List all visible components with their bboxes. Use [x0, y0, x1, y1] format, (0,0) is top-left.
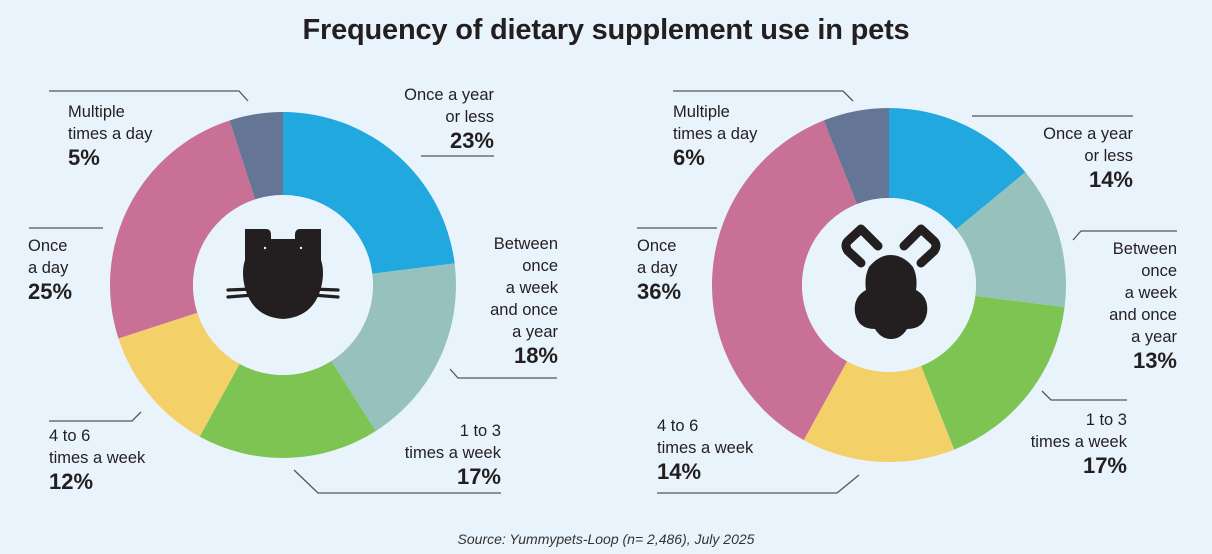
label-dog-multiple: Multiple times a day 6% — [673, 101, 757, 171]
source-note: Source: Yummypets-Loop (n= 2,486), July … — [457, 531, 755, 547]
label-cat-4to6: 4 to 6 times a week 12% — [49, 425, 145, 495]
label-text: 1 to 3 — [1085, 411, 1127, 429]
label-text: or less — [445, 108, 494, 126]
label-text: Between — [1112, 240, 1177, 258]
label-dog-1to3: 1 to 3 times a week 17% — [986, 409, 1127, 479]
cat-slice-once-a-day — [109, 120, 256, 339]
label-text: 4 to 6 — [657, 417, 699, 435]
label-text: Once a year — [404, 86, 494, 104]
label-percent: 12% — [49, 469, 94, 494]
leader-line-dog-multiple — [673, 90, 854, 102]
label-text: and once — [1109, 306, 1177, 324]
leader-line-cat-multiple — [49, 90, 249, 102]
label-dog-once-day: Once a day 36% — [637, 235, 681, 305]
leader-line-dog-4to6 — [657, 474, 860, 494]
label-cat-1to3: 1 to 3 times a week 17% — [360, 420, 501, 490]
cat-leader-lines — [29, 90, 557, 494]
cat-slice-between-week-and-year — [331, 263, 456, 432]
label-text: Once a year — [1043, 125, 1133, 143]
dog-slice-multiple-times-a-day — [823, 108, 889, 205]
label-text: Once — [637, 237, 677, 255]
label-percent: 23% — [449, 128, 494, 153]
dog-leader-lines — [637, 90, 1177, 494]
label-text: and once — [490, 301, 558, 319]
leader-line-dog-between — [1072, 230, 1177, 241]
label-text: times a week — [1030, 433, 1127, 451]
label-percent: 6% — [673, 145, 705, 170]
label-text: 1 to 3 — [459, 422, 501, 440]
cat-icon — [226, 229, 340, 319]
cat-slice-1-to-3-times-a-week — [199, 360, 376, 458]
label-percent: 17% — [456, 464, 501, 489]
label-text: Between — [493, 235, 558, 253]
label-percent: 17% — [1082, 453, 1127, 478]
label-text: a week — [1124, 284, 1177, 302]
label-percent: 14% — [1088, 167, 1133, 192]
dog-slice-1-to-3-times-a-week — [921, 295, 1065, 450]
label-text: once — [1141, 262, 1177, 280]
cat-slice-4-to-6-times-a-week — [118, 312, 240, 437]
label-text: times a day — [673, 125, 758, 143]
label-text: times a day — [68, 125, 153, 143]
label-text: Once — [28, 237, 68, 255]
label-percent: 14% — [657, 459, 702, 484]
label-text: a year — [1131, 328, 1177, 346]
label-text: Multiple — [68, 103, 125, 121]
label-dog-4to6: 4 to 6 times a week 14% — [657, 415, 753, 485]
leader-line-cat-1to3 — [293, 469, 501, 494]
label-percent: 18% — [513, 343, 558, 368]
label-cat-year: Once a year or less 23% — [344, 84, 494, 154]
label-text: times a week — [49, 449, 146, 467]
dog-donut-chart — [712, 108, 1066, 463]
label-dog-between: Between once a week and once a year 13% — [1060, 238, 1177, 374]
label-text: once — [522, 257, 558, 275]
label-text: or less — [1084, 147, 1133, 165]
label-cat-once-day: Once a day 25% — [28, 235, 72, 305]
label-percent: 13% — [1132, 348, 1177, 373]
label-cat-between: Between once a week and once a year 18% — [440, 233, 558, 369]
label-percent: 25% — [28, 279, 73, 304]
dog-slice-once-a-year-or-less — [889, 108, 1026, 230]
cat-slice-multiple-times-a-day — [229, 112, 283, 200]
label-percent: 36% — [637, 279, 682, 304]
leader-line-cat-between — [449, 368, 557, 379]
label-text: a day — [637, 259, 678, 277]
dog-slice-between-week-and-year — [956, 172, 1066, 308]
label-percent: 5% — [68, 145, 100, 170]
cat-donut-chart — [109, 112, 456, 458]
label-text: 4 to 6 — [49, 427, 91, 445]
label-dog-year: Once a year or less 14% — [983, 123, 1133, 193]
label-text: times a week — [404, 444, 501, 462]
leader-line-dog-1to3 — [1041, 390, 1127, 401]
label-text: a year — [512, 323, 558, 341]
dog-slice-once-a-day — [712, 120, 857, 441]
label-text: a week — [505, 279, 558, 297]
dog-slice-4-to-6-times-a-week — [803, 361, 955, 463]
chart-title: Frequency of dietary supplement use in p… — [302, 14, 910, 46]
cat-slice-once-a-year-or-less — [283, 112, 455, 274]
leader-line-cat-4to6 — [49, 411, 142, 422]
dog-icon — [841, 224, 941, 339]
label-cat-multiple: Multiple times a day 5% — [68, 101, 152, 171]
label-text: Multiple — [673, 103, 730, 121]
label-text: a day — [28, 259, 69, 277]
label-text: times a week — [657, 439, 754, 457]
